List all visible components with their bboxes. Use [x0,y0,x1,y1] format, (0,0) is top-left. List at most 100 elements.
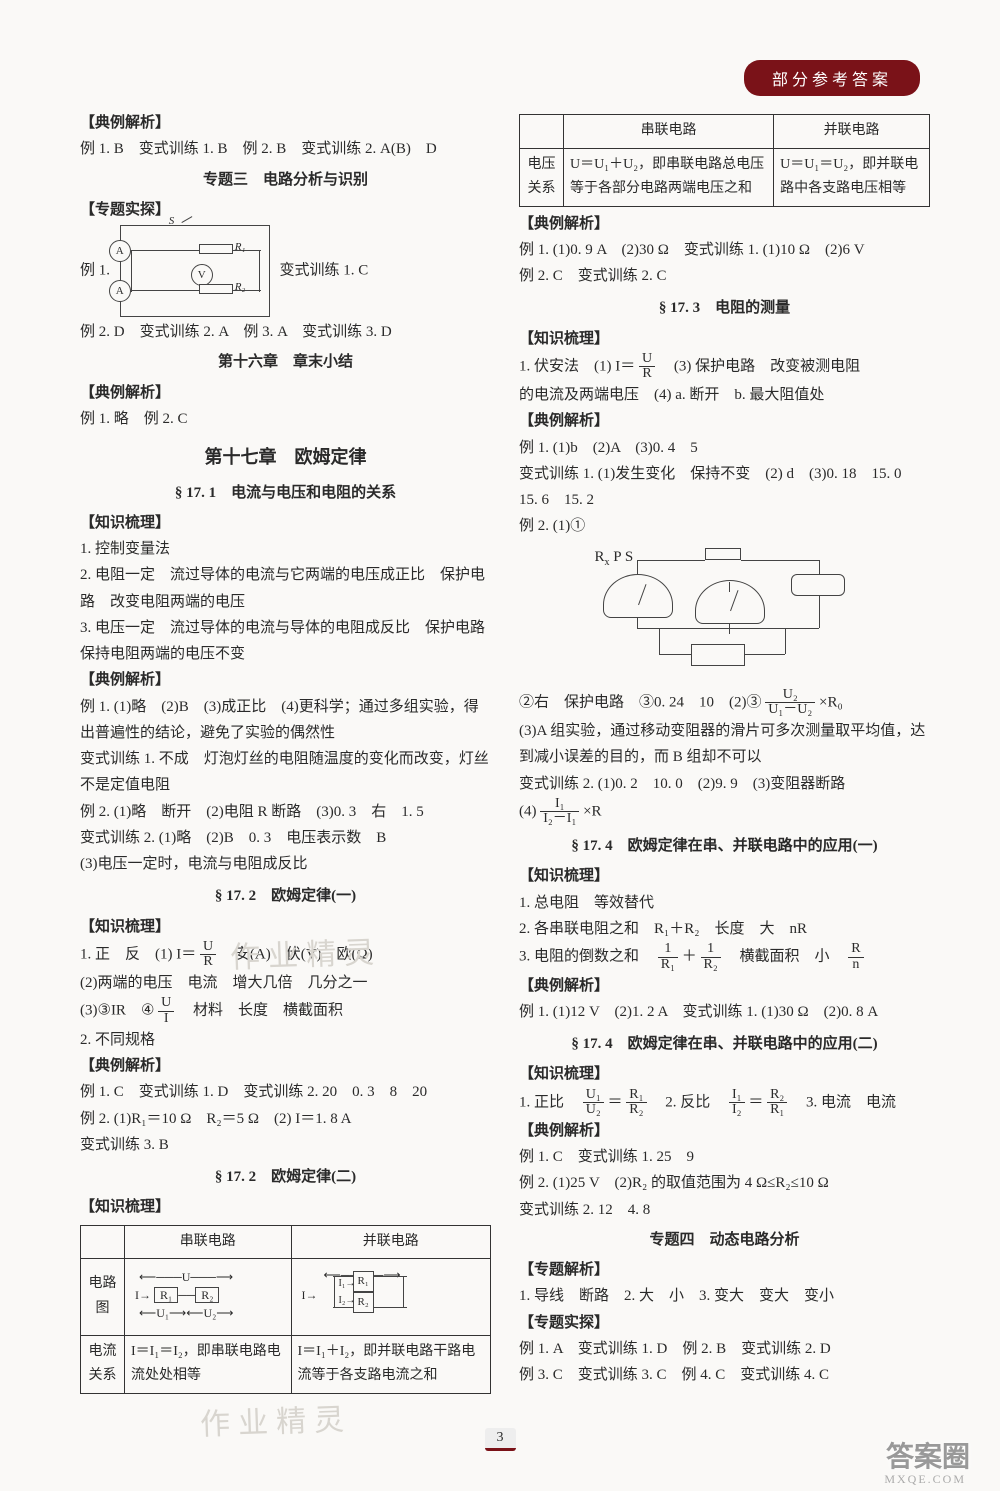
heading: 【典例解析】 [519,408,930,434]
row-head: 电流关系 [81,1335,125,1393]
voltage-table: 串联电路 并联电路 电压关系 U＝U₁＋U₂，即串联电路总电压等于各部分电路两端… [519,114,930,207]
table-header: 串联电路 [125,1225,292,1259]
line: 变式训练 2. 12 4. 8 [519,1197,930,1223]
fraction: 1R₂ [701,942,721,972]
heading: 【专题实探】 [519,1310,930,1336]
line: 变式训练 3. B [80,1132,491,1158]
line: 变式训练 2. (1)略 (2)B 0. 3 电压表示数 B [80,825,491,851]
line: 变式训练 1. 不成 灯泡灯丝的电阻随温度的变化而改变，灯丝不是定值电阻 [80,746,491,799]
line: ②右 保护电路 ③0. 24 10 (2)③ U₂U₁－U₂ ×R₀ [519,688,930,718]
section-title: § 17. 1 电流与电压和电阻的关系 [80,480,491,506]
heading: 【典例解析】 [519,1118,930,1144]
text: (3)③IR ④ [80,1003,154,1019]
line: 例 1. (1)b (2)A (3)0. 4 5 [519,435,930,461]
text: (3) 保护电路 改变被测电阻 [659,358,860,374]
heading: 【典例解析】 [80,667,491,693]
text: 3. 电阻的倒数之和 [519,949,654,965]
text: 安(A) 伏(V) 欧(Ω) [220,946,373,962]
line: 的电流及两端电压 (4) a. 断开 b. 最大阻值处 [519,382,930,408]
line: 例 2. (1)略 断开 (2)电阻 R 断路 (3)0. 3 右 1. 5 [80,799,491,825]
page-number-value: 3 [485,1428,516,1451]
chapter-title: 第十七章 欧姆定律 [80,442,491,474]
text: 1. 伏安法 (1) I＝ [519,358,635,374]
right-column: 串联电路 并联电路 电压关系 U＝U₁＋U₂，即串联电路总电压等于各部分电路两端… [519,110,930,1398]
text: 1. 正比 [519,1094,579,1110]
line: (3)③IR ④ UI 材料 长度 横截面积 [80,996,491,1026]
heading: 【典例解析】 [80,380,491,406]
line: 例 2. (1)R₁＝10 Ω R₂＝5 Ω (2) I＝1. 8 A [80,1106,491,1132]
heading: 【知识梳理】 [80,914,491,940]
text: ＋ [682,949,697,965]
table-cell: I＝I₁＝I₂，即串联电路电流处处相等 [125,1335,292,1393]
row-head: 电压关系 [520,148,564,206]
heading: 【专题解析】 [519,1257,930,1283]
cell-parallel-diagram: ⟵──U──⟶ I→ R₁ R₂ I₁→ I₂→ [291,1259,490,1336]
text: ×R₀ [819,694,843,710]
text: 3. 电流 电流 [791,1094,896,1110]
heading: 【知识梳理】 [519,863,930,889]
table-row: 串联电路 并联电路 [520,115,930,149]
line: 例 1. (1)12 V (2)1. 2 A 变式训练 1. (1)30 Ω (… [519,999,930,1025]
page-body: 【典例解析】 例 1. B 变式训练 1. B 例 2. B 变式训练 2. A… [0,0,1000,1438]
measurement-sketch: Rx P S [595,544,855,684]
fraction: I₁I₂－I₁ [540,797,579,827]
heading: 【知识梳理】 [80,510,491,536]
fraction: Rn [848,942,863,972]
table-cell: U＝U₁＋U₂，即串联电路总电压等于各部分电路两端电压之和 [564,148,774,206]
fraction: R₁R₂ [626,1088,646,1118]
line: 例 2. (1)25 V (2)R₂ 的取值范围为 4 Ω≤R₂≤10 Ω [519,1170,930,1196]
heading: 【典例解析】 [80,1053,491,1079]
line: 3. 电阻的倒数之和 1R₁ ＋ 1R₂ 横截面积 小 Rn [519,942,930,972]
text: ②右 保护电路 ③0. 24 10 (2)③ [519,694,762,710]
fraction: U₂U₁－U₂ [765,688,815,718]
heading: 【专题实探】 [80,197,491,223]
heading: 【知识梳理】 [80,1194,491,1220]
table-row: 电流关系 I＝I₁＝I₂，即串联电路电流处处相等 I＝I₁＋I₂，即并联电路干路… [81,1335,491,1393]
heading: 【典例解析】 [80,110,491,136]
line: 例 1. (1)0. 9 A (2)30 Ω 变式训练 1. (1)10 Ω (… [519,237,930,263]
cell-series-diagram: ⟵───U───⟶ I→ R₁──R₂ ⟵U₁⟶⟵U₂⟶ [125,1259,292,1336]
table-cell: I＝I₁＋I₂，即并联电路干路电流等于各支路电流之和 [291,1335,490,1393]
text: 例 2. (1)① [519,518,585,534]
table-row: 串联电路 并联电路 [81,1225,491,1259]
topic-title: 专题三 电路分析与识别 [80,167,491,193]
section-title: § 17. 2 欧姆定律(一) [80,883,491,909]
fraction: UI [158,996,174,1026]
line: 例 2. C 变式训练 2. C [519,263,930,289]
line: 例 1. S A A R₁ V R₂ 变式训练 1. C [80,223,491,319]
heading: 【典例解析】 [519,211,930,237]
table-cell [520,115,564,149]
section-title: § 17. 4 欧姆定律在串、并联电路中的应用(一) [519,833,930,859]
table-cell: U＝U₁＝U₂，即并联电路中各支路电压相等 [774,148,930,206]
fraction: UR [639,352,655,382]
line: 1. 总电阻 等效替代 [519,890,930,916]
header-badge: 部分参考答案 [744,60,920,96]
row-head: 电路图 [81,1259,125,1336]
line: 1. 伏安法 (1) I＝ UR (3) 保护电路 改变被测电阻 [519,352,930,382]
line: 例 3. C 变式训练 3. C 例 4. C 变式训练 4. C [519,1362,930,1388]
text: ×R [583,803,601,819]
line: 例 1. C 变式训练 1. D 变式训练 2. 20 0. 3 8 20 [80,1079,491,1105]
line: 2. 电阻一定 流过导体的电流与它两端的电压成正比 保护电路 改变电阻两端的电压 [80,562,491,615]
table-row: 电路图 ⟵───U───⟶ I→ R₁──R₂ ⟵U₁⟶⟵U₂⟶ ⟵──U──⟶… [81,1259,491,1336]
line: 1. 导线 断路 2. 大 小 3. 变大 变大 变小 [519,1283,930,1309]
line: 变式训练 1. (1)发生变化 保持不变 (2) d (3)0. 18 15. … [519,461,930,514]
table-header: 并联电路 [291,1225,490,1259]
section-title: § 17. 2 欧姆定律(二) [80,1164,491,1190]
text: ＝ [608,1094,623,1110]
circuit-table: 串联电路 并联电路 电路图 ⟵───U───⟶ I→ R₁──R₂ ⟵U₁⟶⟵U… [80,1225,491,1394]
table-row: 电压关系 U＝U₁＋U₂，即串联电路总电压等于各部分电路两端电压之和 U＝U₁＝… [520,148,930,206]
text: 材料 长度 横截面积 [178,1003,343,1019]
chapter-sub: 第十六章 章末小结 [80,349,491,375]
heading: 【典例解析】 [519,973,930,999]
text: (4) [519,803,537,819]
line: (3)电压一定时，电流与电阻成反比 [80,851,491,877]
line: 1. 正 反 (1) I＝ UR 安(A) 伏(V) 欧(Ω) [80,940,491,970]
logo-sub: MXQE.COM [884,1472,966,1487]
text: 例 1. [80,262,110,278]
line: 2. 不同规格 [80,1027,491,1053]
line: (2)两端的电压 电流 增大几倍 几分之一 [80,970,491,996]
section-title: § 17. 4 欧姆定律在串、并联电路中的应用(二) [519,1031,930,1057]
line: 例 1. C 变式训练 1. 25 9 [519,1144,930,1170]
line: (4) I₁I₂－I₁ ×R [519,797,930,827]
